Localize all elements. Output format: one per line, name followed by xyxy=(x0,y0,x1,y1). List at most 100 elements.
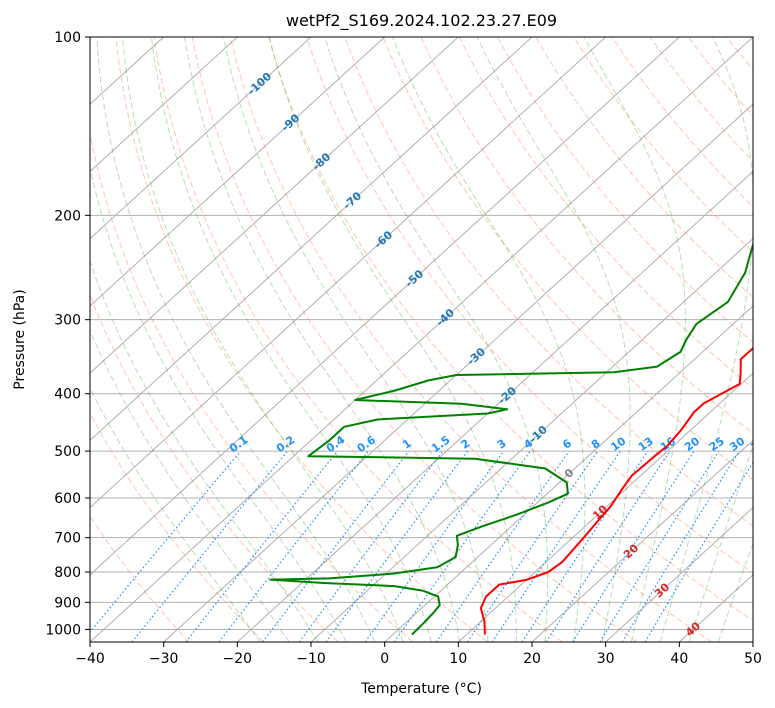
y-tick-label: 300 xyxy=(54,313,81,329)
moist-adiabat xyxy=(96,37,376,642)
mixing-ratio-label: 1 xyxy=(400,437,414,452)
mixing-ratio-line xyxy=(298,450,444,642)
dry-adiabat xyxy=(229,37,712,642)
dry-adiabat xyxy=(687,37,753,117)
moist-adiabat xyxy=(90,328,290,642)
mixing-ratio-label: 0.1 xyxy=(227,433,250,455)
isotherm-line xyxy=(384,305,753,642)
moist-adiabat xyxy=(688,444,753,642)
y-tick-label: 900 xyxy=(54,595,81,611)
moist-adiabat xyxy=(90,387,261,642)
isotherm-line xyxy=(90,37,607,509)
y-tick-label: 1000 xyxy=(45,622,81,638)
x-tick-label: 50 xyxy=(744,651,762,667)
mixing-ratio-label: 1.5 xyxy=(429,433,452,455)
x-axis-label: Temperature (°C) xyxy=(360,681,482,697)
mixing-ratio-line xyxy=(393,450,531,642)
mixing-ratio-label: 36 xyxy=(748,434,768,454)
isotherm-line xyxy=(236,170,753,642)
isotherm-line xyxy=(310,237,753,642)
x-tick-label: −40 xyxy=(75,651,105,667)
moist-adiabat xyxy=(90,259,319,642)
chart-title: wetPf2_S169.2024.102.23.27.E09 xyxy=(286,11,557,31)
mixing-ratio-label: 8 xyxy=(589,437,603,452)
dry-adiabat xyxy=(344,37,753,527)
dry-adiabat xyxy=(90,412,264,642)
mixing-ratio-line xyxy=(545,450,671,642)
moist-adiabat xyxy=(150,37,432,642)
mixing-ratio-line xyxy=(435,450,570,642)
dry-adiabat xyxy=(90,293,339,642)
isotherm-line xyxy=(90,37,238,173)
mixing-ratio-label: 2 xyxy=(459,437,473,452)
mixing-ratio-line xyxy=(621,450,740,642)
y-tick-label: 700 xyxy=(54,531,81,547)
profile-lines xyxy=(269,242,753,636)
dewpoint-profile-line xyxy=(269,242,753,636)
mixing-ratio-line xyxy=(185,450,339,642)
moist-adiabat xyxy=(476,37,631,642)
dry-adiabat xyxy=(306,37,753,574)
x-tick-label: 0 xyxy=(380,651,389,667)
mixing-ratio-label: 0.4 xyxy=(324,433,348,455)
x-tick-label: −30 xyxy=(149,651,179,667)
background-lines xyxy=(90,37,775,642)
isopleth-labels: 0.1 0.2 0.4 0.6 1 1.5 2 3 4 6 8 10 13 16 20 25 30 36-100-… xyxy=(227,70,768,640)
mixing-ratio-line xyxy=(262,450,410,642)
y-tick-label: 500 xyxy=(54,444,81,460)
mixing-ratio-line xyxy=(466,450,599,642)
moist-adiabat xyxy=(583,37,686,642)
y-tick-label: 400 xyxy=(54,387,81,403)
dry-adiabat xyxy=(649,37,753,163)
y-tick-label: 200 xyxy=(54,208,81,224)
isotherm-line xyxy=(752,641,753,642)
dry-adiabat xyxy=(765,37,775,642)
mixing-ratio-line xyxy=(572,450,695,642)
mixing-ratio-line xyxy=(644,461,753,642)
plot-frame xyxy=(89,36,754,643)
x-tick-label: 10 xyxy=(449,651,467,667)
temperature-profile-line xyxy=(479,346,753,635)
mixing-ratio-line xyxy=(325,450,468,642)
isotherm-line xyxy=(605,506,753,642)
mixing-ratio-line xyxy=(364,450,505,642)
x-tick-label: 20 xyxy=(523,651,541,667)
dry-adiabat xyxy=(535,37,753,298)
dry-adiabat xyxy=(268,37,753,622)
mixing-ratio-line xyxy=(90,450,242,633)
mixing-ratio-label: 3 xyxy=(495,437,509,452)
isotherm-line xyxy=(90,37,386,307)
isotherm-line xyxy=(531,439,753,642)
x-tick-label: −10 xyxy=(296,651,326,667)
moist-adiabat xyxy=(184,37,461,642)
moist-adiabat xyxy=(90,165,347,642)
y-tick-label: 600 xyxy=(54,491,81,507)
axis-ticks: −40 −30 −20 −10 0 10 20 30 40 5010020030040050060… xyxy=(45,30,762,667)
isotherm-line xyxy=(163,103,753,642)
dry-adiabat xyxy=(458,37,753,389)
mixing-ratio-line xyxy=(131,450,289,642)
y-tick-label: 800 xyxy=(54,565,81,581)
isotherm-line xyxy=(90,37,753,642)
dry-adiabat xyxy=(191,37,638,642)
x-tick-label: 30 xyxy=(597,651,615,667)
mixing-ratio-line xyxy=(491,450,621,642)
dry-adiabat xyxy=(90,131,414,642)
isotherm-line xyxy=(457,372,753,642)
isotherm-line xyxy=(90,37,680,576)
dry-adiabat xyxy=(496,37,753,344)
y-axis-label: Pressure (hPa) xyxy=(12,289,28,389)
y-tick-label: 100 xyxy=(54,30,81,46)
dry-adiabat xyxy=(90,515,190,642)
moist-adiabat xyxy=(392,37,586,642)
moist-adiabat xyxy=(268,37,517,642)
dry-adiabat xyxy=(573,37,753,253)
dry-adiabat xyxy=(726,37,753,71)
mixing-ratio-line xyxy=(218,450,369,642)
x-tick-label: 40 xyxy=(670,651,688,667)
moist-adiabat xyxy=(121,37,404,642)
dry-adiabat xyxy=(115,37,488,642)
mixing-ratio-label: 6 xyxy=(560,437,574,452)
moist-adiabat xyxy=(659,37,753,642)
